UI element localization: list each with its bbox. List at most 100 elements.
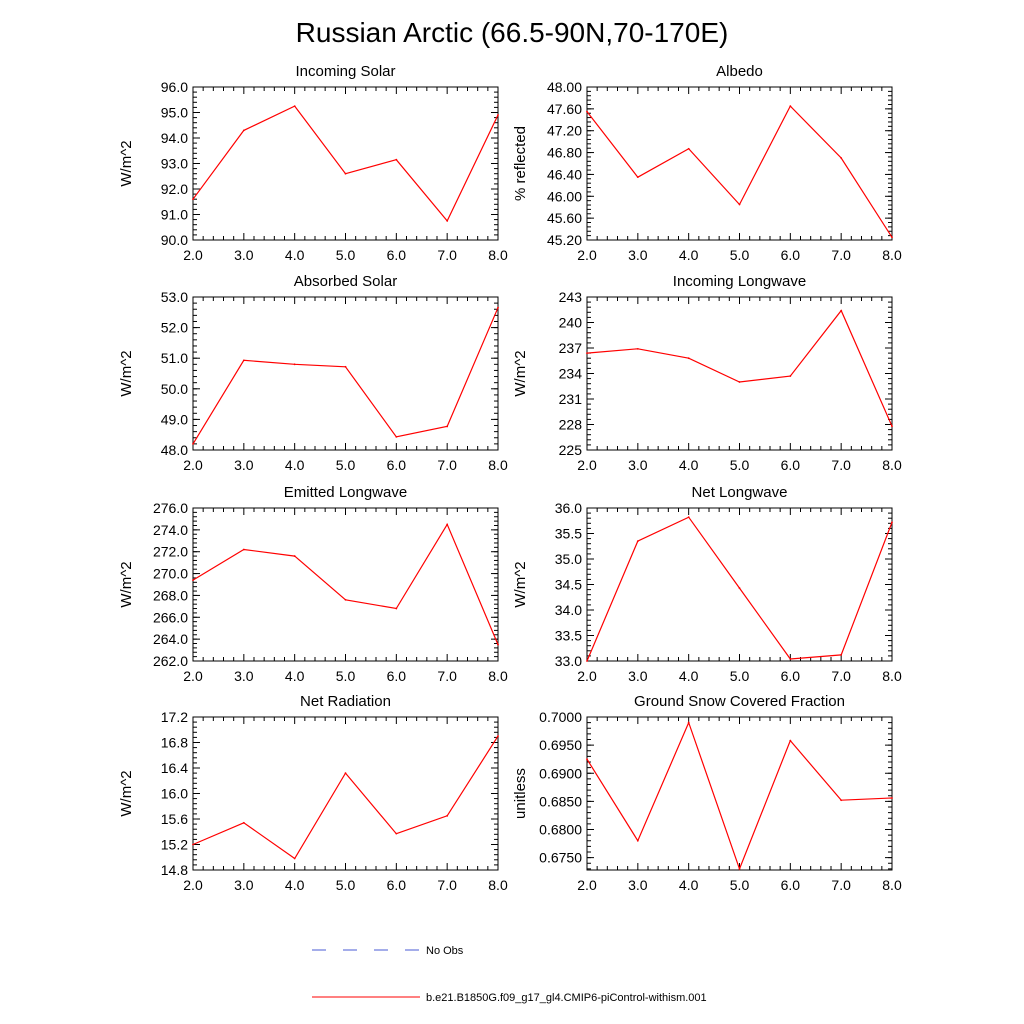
- data-point: [344, 172, 347, 175]
- x-tick-label: 7.0: [437, 668, 457, 684]
- y-tick-label: 16.4: [161, 760, 188, 776]
- series-line: [586, 309, 893, 427]
- x-tick-label: 3.0: [628, 877, 648, 893]
- x-tick-label: 8.0: [882, 457, 902, 473]
- y-tick-label: 49.0: [161, 411, 188, 427]
- y-tick-label: 36.0: [555, 500, 582, 516]
- data-point: [840, 653, 843, 656]
- y-tick-label: 35.0: [555, 551, 582, 567]
- figure-title: Russian Arctic (66.5-90N,70-170E): [296, 17, 729, 48]
- data-point: [497, 114, 499, 116]
- legend: No Obs b.e21.B1850G.f09_g17_gl4.CMIP6-piC…: [312, 945, 707, 1004]
- y-tick-label: 34.5: [555, 577, 582, 593]
- data-point: [344, 365, 347, 368]
- y-tick-label: 35.5: [555, 526, 582, 542]
- panel: Incoming Longwave 225 228 231 234 237 240 243 2.…: [512, 273, 902, 473]
- data-point: [636, 839, 639, 842]
- data-point: [446, 523, 449, 526]
- y-axis-label: W/m^2: [118, 140, 135, 186]
- y-tick-label: 0.6750: [539, 850, 582, 866]
- panel-title: Net Longwave: [692, 484, 788, 501]
- x-tick-label: 7.0: [437, 877, 457, 893]
- x-tick-label: 6.0: [781, 877, 801, 893]
- data-point: [395, 607, 398, 610]
- data-point: [293, 105, 296, 108]
- y-tick-label: 14.8: [161, 862, 188, 878]
- x-tick-label: 5.0: [730, 247, 750, 263]
- data-point: [395, 158, 398, 161]
- panel: Absorbed Solar 48.0 49.0 50.0 51.0 52.0 53.0 2.…: [118, 273, 508, 473]
- x-tick-label: 3.0: [628, 457, 648, 473]
- y-axis-label: W/m^2: [118, 770, 135, 816]
- data-point: [891, 797, 893, 799]
- y-tick-label: 33.0: [555, 653, 582, 669]
- x-tick-label: 3.0: [234, 457, 254, 473]
- panel-title: Net Radiation: [300, 693, 391, 710]
- data-point: [446, 425, 449, 428]
- data-point: [446, 219, 449, 222]
- x-tick-label: 8.0: [488, 877, 508, 893]
- data-point: [497, 735, 499, 738]
- data-point: [586, 110, 588, 113]
- plot-frame: [586, 296, 893, 451]
- x-tick-label: 3.0: [628, 668, 648, 684]
- y-tick-label: 15.6: [161, 811, 188, 827]
- panel-title: Ground Snow Covered Fraction: [634, 693, 845, 710]
- y-tick-label: 270.0: [153, 566, 188, 582]
- x-tick-label: 2.0: [577, 877, 597, 893]
- y-axis-label: unitless: [512, 768, 529, 819]
- series-line: [586, 105, 893, 238]
- y-tick-label: 34.0: [555, 602, 582, 618]
- y-tick-label: 228: [559, 417, 583, 433]
- x-tick-label: 8.0: [882, 668, 902, 684]
- x-tick-label: 8.0: [488, 668, 508, 684]
- y-tick-label: 45.60: [547, 210, 582, 226]
- x-tick-label: 5.0: [730, 457, 750, 473]
- x-tick-label: 4.0: [285, 457, 305, 473]
- x-tick-label: 3.0: [628, 247, 648, 263]
- data-point: [192, 442, 194, 445]
- x-tick-label: 7.0: [831, 457, 851, 473]
- panel-title: Incoming Longwave: [673, 273, 806, 290]
- y-tick-label: 46.00: [547, 188, 582, 204]
- data-point: [586, 758, 588, 761]
- y-tick-label: 268.0: [153, 587, 188, 603]
- data-point: [891, 521, 893, 524]
- y-tick-label: 33.5: [555, 628, 582, 644]
- panel-title: Absorbed Solar: [294, 273, 397, 290]
- y-tick-label: 0.6800: [539, 822, 582, 838]
- x-tick-label: 8.0: [488, 247, 508, 263]
- x-tick-label: 6.0: [387, 877, 407, 893]
- y-tick-label: 17.2: [161, 709, 188, 725]
- y-tick-label: 95.0: [161, 105, 188, 121]
- panel: Albedo 45.20 45.60 46.00 46.40 46.80 47.20 47.6…: [512, 63, 902, 263]
- panel: Emitted Longwave 262.0 264.0 266.0 268.0 270.…: [118, 484, 508, 684]
- data-point: [789, 739, 792, 742]
- y-tick-label: 50.0: [161, 381, 188, 397]
- x-tick-label: 7.0: [437, 247, 457, 263]
- data-point: [738, 381, 741, 383]
- y-tick-label: 274.0: [153, 522, 188, 538]
- y-tick-label: 16.0: [161, 786, 188, 802]
- legend-label: No Obs: [426, 945, 464, 957]
- x-tick-label: 5.0: [730, 668, 750, 684]
- data-point: [293, 857, 296, 860]
- data-point: [586, 352, 588, 354]
- x-tick-label: 7.0: [831, 668, 851, 684]
- data-point: [192, 579, 194, 582]
- y-tick-label: 231: [559, 391, 583, 407]
- y-tick-label: 16.8: [161, 735, 188, 751]
- data-point: [192, 198, 194, 201]
- x-tick-label: 8.0: [882, 247, 902, 263]
- y-tick-label: 48.00: [547, 79, 582, 95]
- panel-title: Albedo: [716, 63, 763, 80]
- data-point: [636, 540, 639, 543]
- panel-title: Incoming Solar: [295, 63, 395, 80]
- y-tick-label: 0.7000: [539, 709, 582, 725]
- y-axis-label: W/m^2: [512, 350, 529, 396]
- data-point: [687, 516, 690, 519]
- y-tick-label: 46.40: [547, 166, 582, 182]
- data-point: [395, 832, 398, 835]
- y-axis-label: W/m^2: [118, 350, 135, 396]
